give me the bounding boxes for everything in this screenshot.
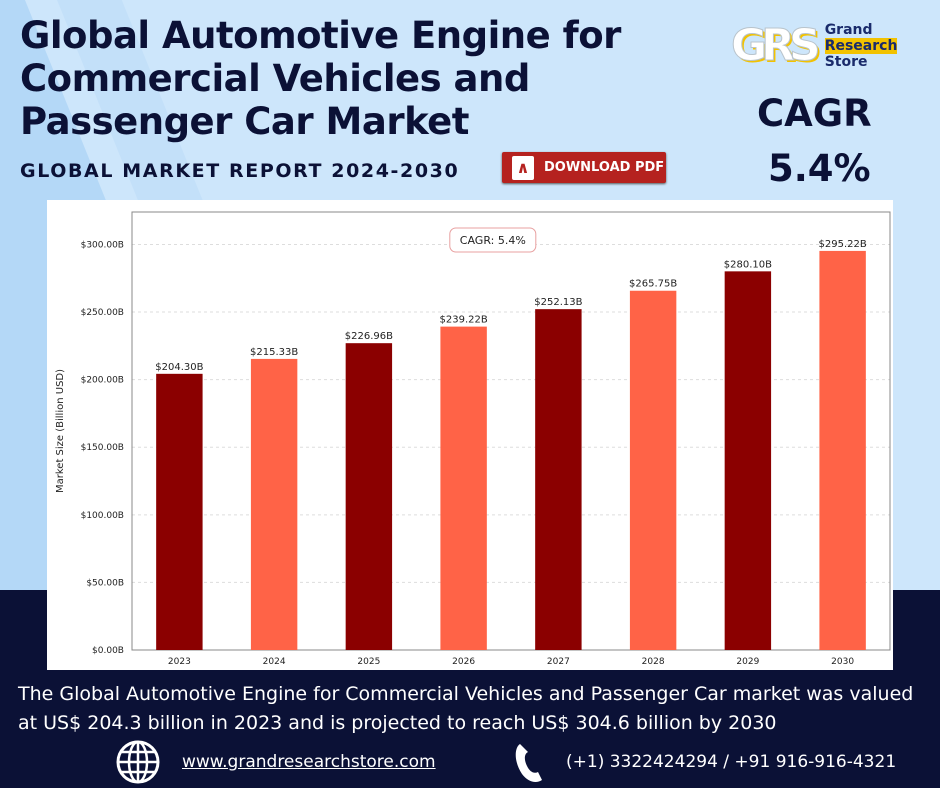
data-label: $295.22B [819,239,867,250]
data-label: $215.33B [250,347,298,358]
y-tick-label: $300.00B [81,240,124,250]
pdf-icon: ∧ [512,155,534,180]
logo-mark: GRS [731,20,822,72]
page-title: Global Automotive Engine for Commercial … [20,14,621,143]
title-line: Global Automotive Engine for [20,14,621,57]
y-axis-label: Market Size (Billion USD) [55,369,66,493]
x-tick-label: 2023 [168,657,191,667]
website-link[interactable]: www.grandresearchstore.com [182,752,436,772]
annotation-box [449,227,537,253]
logo-word: Grand [824,21,873,38]
logo: GRS Grand Research Store [731,20,898,72]
y-tick-label: $150.00B [81,443,124,453]
logo-word: Store [824,53,868,70]
bar [250,358,298,650]
bar [819,250,866,650]
logo-words: Grand Research Store [824,21,898,70]
chart-svg: $0.00B $50.00B $100.00B $150.00B $200.00B $25… [55,211,891,667]
cagr-label: CAGR [757,92,872,135]
data-label: $280.10B [724,259,772,270]
title-line: Commercial Vehicles and [20,57,530,100]
y-tick-label: $200.00B [81,376,124,386]
logo-word: Research [824,37,898,54]
data-label: $265.75B [629,279,677,290]
data-label: $204.30B [155,362,203,373]
x-tick-label: 2029 [736,657,759,667]
bar [440,326,487,650]
bar [345,343,393,650]
bar [724,271,772,650]
x-tick-label: 2028 [642,657,665,667]
title-line: Passenger Car Market [20,100,469,143]
data-label: $226.96B [345,331,393,342]
phone-number: (+1) 3322424294 / +91 916-916-4321 [566,752,897,772]
x-tick-label: 2030 [831,657,854,667]
download-label: DOWNLOAD PDF [544,160,665,175]
globe-icon [116,740,160,784]
market-description: The Global Automotive Engine for Commerc… [18,683,914,734]
bar [535,309,582,650]
x-tick-label: 2025 [357,657,380,667]
x-tick-label: 2024 [263,657,286,667]
data-label: $252.13B [534,297,582,308]
y-tick-label: $100.00B [81,511,124,521]
x-tick-label: 2027 [547,657,570,667]
bar [629,290,677,650]
x-tick-label: 2026 [452,657,475,667]
bar [156,373,203,650]
y-tick-label: $0.00B [92,646,124,656]
cagr-annotation: CAGR: 5.4% [460,234,526,247]
cagr-value: 5.4% [768,147,871,190]
phone-icon [515,744,542,782]
report-subtitle: GLOBAL MARKET REPORT 2024-2030 [20,160,460,182]
bar-chart: $0.00B $50.00B $100.00B $150.00B $200.00B $25… [47,200,893,670]
y-tick-label: $250.00B [81,308,124,318]
plot-frame [131,211,891,651]
y-tick-label: $50.00B [86,578,124,588]
data-label: $239.22B [440,315,488,326]
download-pdf-button[interactable]: ∧ DOWNLOAD PDF [502,152,666,183]
